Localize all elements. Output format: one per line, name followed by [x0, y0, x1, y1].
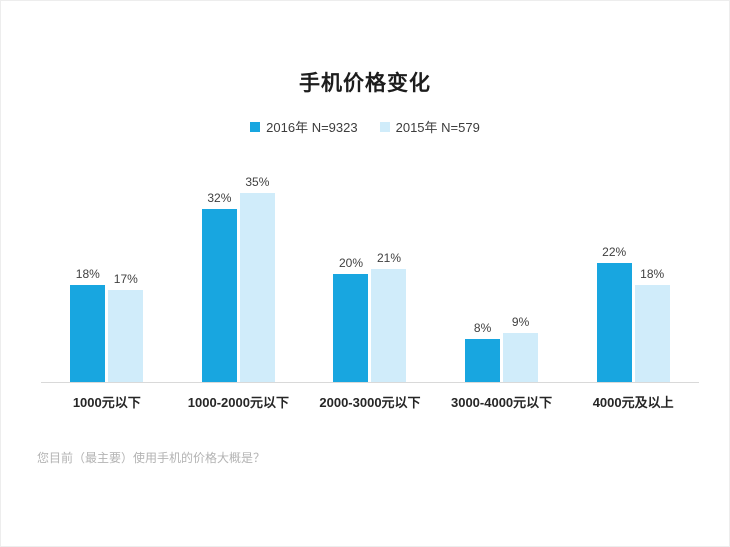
bar-group: 20% 21% [304, 148, 436, 382]
bar-column-2015: 21% [371, 251, 407, 382]
plot-area: 18% 17% 32% 35% 20% 21% 8% 9% 22% 18% [41, 148, 699, 383]
legend-label: 2016年 N=9323 [266, 120, 358, 135]
bar-column-2015: 9% [503, 315, 539, 382]
legend-marker-icon [250, 121, 261, 132]
survey-question-footnote: 您目前（最主要）使用手机的价格大概是？ [37, 451, 266, 465]
x-axis-label: 1000元以下 [72, 395, 141, 410]
bar-column-2015: 17% [108, 272, 144, 382]
bar-column-2015: 35% [239, 175, 275, 382]
bar-column-2016: 32% [201, 191, 237, 382]
chart-title: 手机价格变化 [299, 72, 431, 95]
bar-value-label: 35% [245, 175, 270, 189]
bar-group: 18% 17% [41, 148, 173, 382]
bar [70, 285, 106, 382]
bar-value-label: 32% [207, 191, 232, 205]
legend-item-2016: 2016年 N=9323 [250, 117, 358, 136]
x-axis-label: 4000元及以上 [592, 395, 674, 410]
bar-value-label: 8% [473, 321, 492, 335]
bar-column-2016: 22% [596, 245, 632, 382]
bar-column-2016: 20% [333, 256, 369, 382]
bar-value-label: 18% [640, 267, 665, 281]
bar-group: 32% 35% [173, 148, 305, 382]
bar [596, 263, 632, 382]
bar [333, 274, 369, 382]
x-axis-label: 1000-2000元以下 [187, 395, 289, 410]
bar [108, 290, 144, 382]
bar-column-2016: 18% [70, 267, 106, 382]
bar-chart: 18% 17% 32% 35% 20% 21% 8% 9% 22% 18% 1000元以下 1000… [41, 148, 699, 411]
x-axis-label: 2000-3000元以下 [319, 395, 421, 410]
x-axis-label: 3000-4000元以下 [450, 395, 553, 410]
bar-group: 8% 9% [436, 148, 568, 382]
bar-value-label: 21% [376, 251, 401, 265]
bar-column-2015: 18% [634, 267, 670, 382]
legend-item-2015: 2015年 N=579 [379, 117, 480, 136]
bar [239, 193, 275, 382]
bar-value-label: 17% [113, 272, 138, 286]
chart-legend: 2016年 N=9323 2015年 N=579 [1, 117, 729, 136]
legend-marker-icon [379, 121, 390, 132]
bar-group: 22% 18% [567, 148, 699, 382]
bar-column-2016: 8% [465, 321, 501, 382]
bar [371, 269, 407, 382]
legend-label: 2015年 N=579 [395, 120, 480, 135]
bar [503, 333, 539, 382]
x-axis-labels: 1000元以下 1000-2000元以下 2000-3000元以下 3000-4000… [41, 392, 699, 411]
bar-value-label: 20% [338, 256, 363, 270]
bar [634, 285, 670, 382]
bar-value-label: 18% [75, 267, 100, 281]
bar [465, 339, 501, 382]
bar-value-label: 9% [511, 315, 530, 329]
bar [201, 209, 237, 382]
bar-value-label: 22% [602, 245, 627, 259]
